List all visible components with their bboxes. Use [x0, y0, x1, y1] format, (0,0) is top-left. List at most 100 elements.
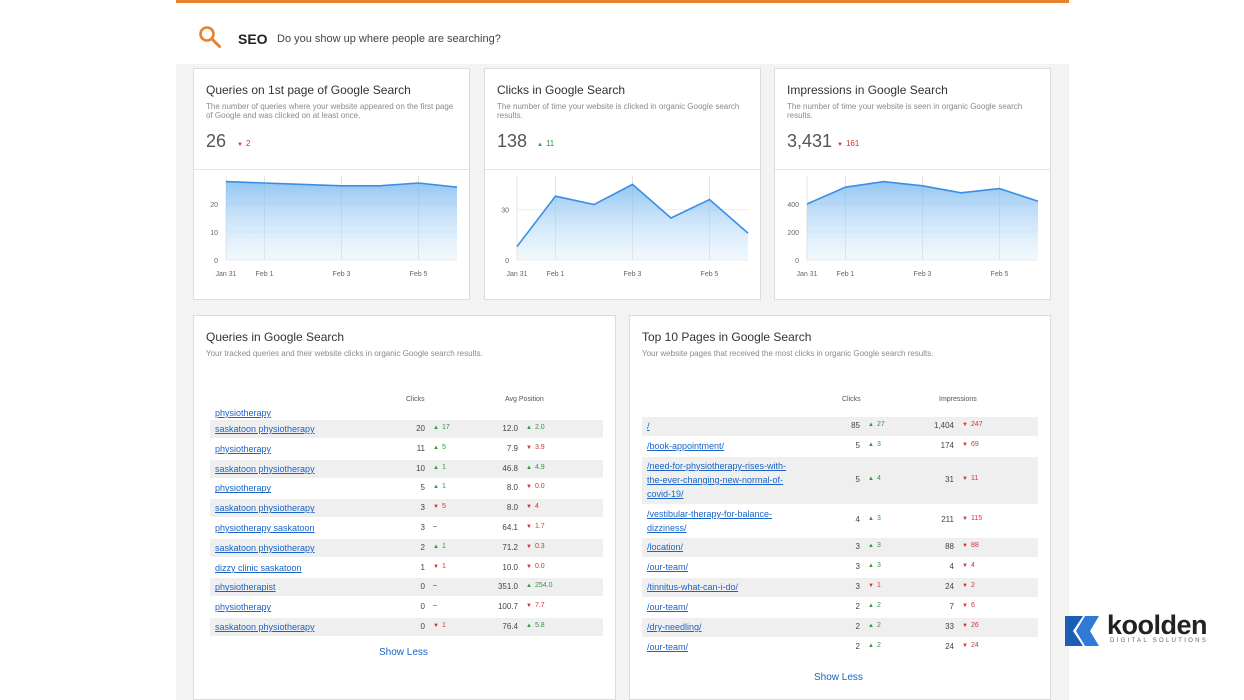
- clicks-delta: 1: [433, 563, 446, 570]
- table-row: physiotherapy: [210, 404, 603, 422]
- clicks-delta: –: [433, 523, 437, 530]
- table-row: saskatoon physiotherapy 20 17 12.0 2.0: [210, 420, 603, 438]
- clicks-delta: –: [433, 582, 437, 590]
- impressions-value: 24: [945, 582, 954, 591]
- metric-description: The number of time your website is seen …: [787, 102, 1023, 120]
- query-link[interactable]: dizzy clinic saskatoon: [215, 562, 302, 573]
- table-row: /our-team/2 2 7 6: [642, 598, 1038, 617]
- clicks-delta: 5: [433, 503, 446, 510]
- query-link[interactable]: saskatoon physiotherapy: [215, 503, 315, 514]
- page-link[interactable]: /location/: [647, 542, 684, 552]
- y-tick-label: 20: [210, 202, 218, 209]
- page-link[interactable]: covid-19/: [647, 489, 684, 499]
- impressions-chart: 0 200 400 Jan 31 Feb 1 Feb 3 Feb 5: [787, 176, 1039, 278]
- brand-tagline: DIGITAL SOLUTIONS: [1110, 638, 1209, 644]
- page-link[interactable]: /tinnitus-what-can-i-do/: [647, 582, 739, 592]
- clicks-delta: 1: [433, 464, 446, 471]
- page-link[interactable]: dizziness/: [647, 523, 687, 533]
- table-row: dizzy clinic saskatoon 1 1 10.0 0.0: [210, 559, 603, 577]
- clicks-value: 2: [855, 642, 860, 651]
- position-delta: 7.7: [526, 602, 545, 609]
- page-link[interactable]: /our-team/: [647, 602, 689, 612]
- page-link[interactable]: /dry-needling/: [647, 622, 702, 632]
- query-link[interactable]: saskatoon physiotherapy: [215, 463, 315, 474]
- report-title: SEO: [238, 31, 268, 47]
- clicks-value: 5: [855, 441, 860, 450]
- metric-description: The number of queries where your website…: [206, 102, 454, 120]
- koolden-logo-icon: [1065, 616, 1099, 646]
- x-tick-label: Feb 5: [410, 271, 428, 278]
- query-link[interactable]: saskatoon physiotherapy: [215, 542, 315, 553]
- position-value: 46.8: [502, 463, 518, 473]
- position-value: 351.0: [497, 582, 518, 592]
- page-link[interactable]: /our-team/: [647, 642, 689, 652]
- query-link[interactable]: physiotherapist: [215, 582, 276, 593]
- metric-value: 3,431: [787, 131, 833, 151]
- y-tick-label: 0: [214, 258, 218, 265]
- query-link[interactable]: physiotherapy: [215, 408, 272, 418]
- clicks-value: 3: [855, 562, 860, 571]
- impressions-value: 88: [945, 542, 954, 551]
- y-tick-label: 0: [795, 258, 799, 265]
- clicks-delta: –: [433, 602, 437, 610]
- position-delta: 0.3: [526, 543, 545, 550]
- column-header-impressions[interactable]: Impressions: [939, 396, 977, 403]
- page-link[interactable]: the-ever-changing-new-normal-of-: [647, 475, 784, 485]
- column-header-clicks[interactable]: Clicks: [842, 396, 861, 403]
- impressions-delta: 88: [962, 542, 979, 549]
- clicks-value: 3: [420, 503, 425, 513]
- metric-delta: 161: [837, 139, 859, 148]
- clicks-value: 5: [420, 483, 425, 493]
- clicks-value: 2: [420, 542, 425, 552]
- position-delta: 1.7: [526, 523, 545, 530]
- series-area: [517, 184, 748, 260]
- metric-card-clicks: Clicks in Google Search The number of ti…: [484, 68, 761, 300]
- query-link[interactable]: physiotherapy: [215, 443, 272, 454]
- clicks-delta: 3: [868, 441, 881, 448]
- impressions-value: 33: [945, 622, 954, 631]
- clicks-value: 0: [420, 622, 425, 631]
- clicks-delta: 1: [433, 483, 446, 490]
- position-value: 10.0: [502, 562, 518, 572]
- position-delta: 2.0: [526, 424, 545, 431]
- metric-value: 138: [497, 131, 528, 151]
- clicks-delta: 1: [433, 543, 446, 550]
- series-area: [226, 181, 457, 260]
- clicks-value: 4: [855, 515, 860, 524]
- page-link[interactable]: /book-appointment/: [647, 441, 725, 451]
- impressions-delta: 4: [962, 562, 975, 569]
- page-link[interactable]: /vestibular-therapy-for-balance-: [647, 509, 773, 519]
- page-link[interactable]: /our-team/: [647, 562, 689, 572]
- clicks-value: 11: [416, 443, 425, 453]
- queries-table-card: Queries in Google Search Your tracked qu…: [193, 315, 616, 700]
- clicks-chart: 0 30 Jan 31 Feb 1 Feb 3 Feb 5: [501, 176, 749, 278]
- brand-name: koolden: [1107, 610, 1208, 640]
- query-link[interactable]: physiotherapy: [215, 483, 272, 494]
- clicks-value: 85: [851, 421, 860, 430]
- position-value: 64.1: [502, 523, 518, 532]
- pages-description: Your website pages that received the mos…: [642, 349, 934, 358]
- clicks-delta: 4: [868, 475, 881, 482]
- metric-delta: 11: [537, 139, 554, 148]
- query-link[interactable]: saskatoon physiotherapy: [215, 424, 315, 434]
- x-tick-label: Feb 3: [914, 271, 932, 278]
- pages-show-less-link[interactable]: Show Less: [814, 672, 863, 683]
- queries-show-less-link[interactable]: Show Less: [379, 647, 428, 658]
- x-tick-label: Feb 5: [701, 271, 719, 278]
- x-tick-label: Jan 31: [796, 271, 817, 278]
- impressions-delta: 6: [962, 602, 975, 609]
- query-link[interactable]: physiotherapy saskatoon: [215, 523, 315, 533]
- page-link[interactable]: /need-for-physiotherapy-rises-with-: [647, 461, 787, 471]
- table-row: /vestibular-therapy-for-balance-dizzines…: [642, 505, 1038, 537]
- impressions-delta: 2: [962, 582, 975, 589]
- table-row: /our-team/2 2 24 24: [642, 638, 1038, 657]
- query-link[interactable]: saskatoon physiotherapy: [215, 622, 315, 632]
- column-header-clicks[interactable]: Clicks: [406, 396, 425, 403]
- page-link[interactable]: /: [647, 421, 650, 431]
- impressions-value: 174: [940, 441, 954, 450]
- impressions-value: 211: [941, 515, 954, 524]
- query-link[interactable]: physiotherapy: [215, 602, 272, 613]
- column-header-avg-position[interactable]: Avg Position: [505, 396, 544, 403]
- clicks-delta: 3: [868, 542, 881, 549]
- position-delta: 4: [526, 503, 539, 510]
